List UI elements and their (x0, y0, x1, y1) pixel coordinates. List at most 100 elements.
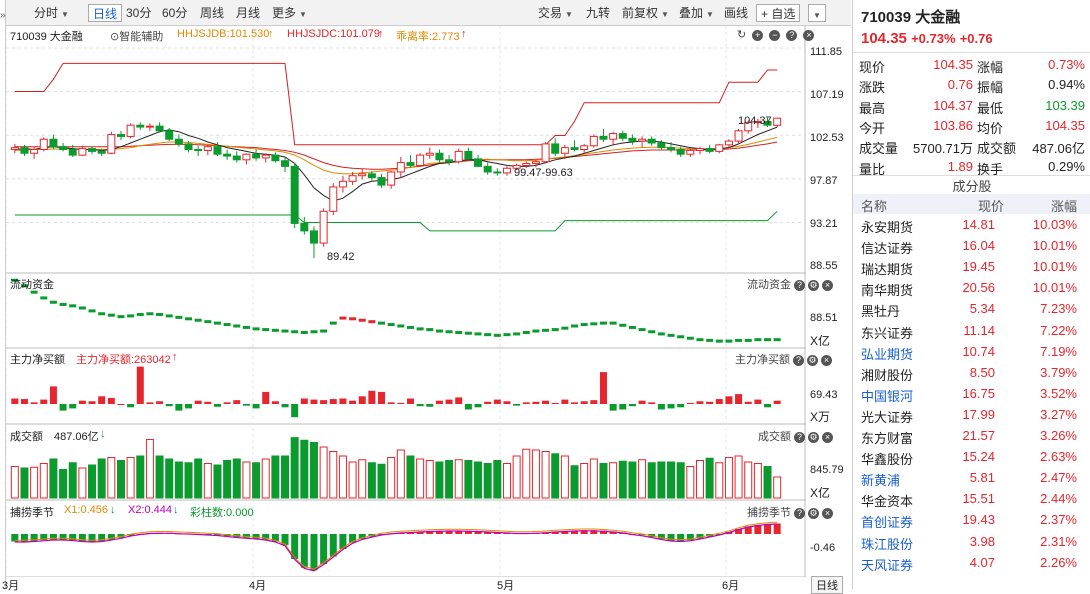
chart-area[interactable] (5, 26, 806, 578)
season-bar (291, 534, 299, 559)
season-bar (455, 530, 463, 534)
toolbar-button[interactable]: 叠加 ▼ (675, 4, 718, 22)
settings-icon[interactable]: ⚙ (808, 508, 819, 519)
stock-name[interactable]: 华鑫股份 (861, 452, 914, 468)
chart-svg[interactable] (5, 26, 806, 578)
stock-name[interactable]: 永安期货 (861, 220, 914, 235)
constituent-row[interactable]: 永安期货 14.81 10.03% (853, 215, 1090, 235)
constituent-row[interactable]: 东兴证券 11.14 7.22% (853, 321, 1090, 341)
constituent-row[interactable]: 首创证券 19.43 2.37% (853, 510, 1090, 530)
left-collapse-bar[interactable]: » (0, 0, 6, 589)
constituent-row[interactable]: 光大证券 17.99 3.27% (853, 405, 1090, 425)
toolbar-button[interactable]: + 自选 (756, 4, 801, 22)
constituent-row[interactable]: 东方财富 21.57 3.26% (853, 426, 1090, 446)
stock-name[interactable]: 瑞达期货 (861, 262, 914, 278)
flow-mark (242, 325, 250, 329)
stock-name[interactable]: 中国银河 (861, 388, 914, 404)
stock-name[interactable]: 湘财股份 (861, 367, 914, 383)
toolbar-button[interactable]: 更多 ▼ (268, 4, 311, 22)
netbuy-bar (590, 400, 598, 404)
toolbar-button[interactable]: 60分 (158, 4, 191, 22)
stock-name[interactable]: 华金资本 (861, 494, 914, 510)
constituent-row[interactable]: 珠江股份 3.98 2.31% (853, 532, 1090, 552)
candle-body (773, 117, 782, 126)
refresh-icon[interactable]: ↻ (737, 29, 747, 41)
help-icon[interactable]: ? (794, 280, 805, 291)
constituent-row[interactable]: 南华期货 20.56 10.01% (853, 278, 1090, 298)
down-arrow-icon: ↓ (110, 504, 116, 516)
add-icon[interactable]: + (752, 30, 764, 41)
close-icon[interactable]: × (821, 355, 832, 366)
close-icon[interactable]: × (822, 432, 833, 443)
constituent-row[interactable]: 信达证券 16.04 10.01% (853, 236, 1090, 256)
constituent-row[interactable]: 瑞达期货 19.45 10.01% (853, 257, 1090, 277)
constituent-row[interactable]: 黑牡丹 5.34 7.23% (853, 299, 1090, 319)
constituent-row[interactable]: 华鑫股份 15.24 2.63% (853, 447, 1090, 467)
close-icon[interactable]: × (803, 30, 815, 41)
constituent-row[interactable]: 天风证券 4.07 2.26% (853, 553, 1090, 573)
constituent-row[interactable]: 湘财股份 8.50 3.79% (853, 363, 1090, 383)
netbuy-bar (310, 399, 318, 404)
toolbar-button-label: 周线 (200, 6, 225, 20)
constituent-row[interactable]: 华金资本 15.51 2.44% (853, 489, 1090, 509)
candle-body (232, 155, 241, 161)
stock-name[interactable]: 光大证券 (861, 409, 914, 425)
season-bar (445, 530, 453, 534)
constituent-row[interactable]: 中国银河 16.75 3.52% (853, 384, 1090, 404)
stock-name[interactable]: 珠江股份 (861, 536, 914, 552)
settings-icon[interactable]: ⚙ (807, 355, 818, 366)
candle-body (493, 171, 502, 174)
close-icon[interactable]: × (822, 280, 833, 291)
constituent-row[interactable]: 弘业期货 10.74 7.19% (853, 342, 1090, 362)
stock-name[interactable]: 黑牡丹 (861, 304, 901, 320)
settings-icon[interactable]: ⚙ (808, 280, 819, 291)
netbuy-bar (204, 401, 212, 404)
settings-icon[interactable]: ⚙ (808, 432, 819, 443)
stock-name[interactable]: 东兴证券 (861, 325, 914, 341)
toolbar-button[interactable]: 前复权 ▼ (618, 4, 673, 22)
flow-mark (696, 338, 704, 342)
season-bar (213, 534, 221, 535)
help-icon[interactable]: ? (794, 432, 805, 443)
period-button[interactable]: 日线 (811, 576, 843, 594)
netbuy-bar (320, 400, 328, 404)
stock-name[interactable]: 南华期货 (861, 283, 914, 299)
season-bar (69, 534, 77, 540)
minus-icon[interactable]: − (769, 30, 781, 41)
toolbar-button[interactable]: 交易 ▼ (534, 4, 577, 22)
help-icon[interactable]: ? (793, 355, 804, 366)
candle-body (763, 120, 772, 126)
flow-mark (213, 321, 221, 325)
stock-name[interactable]: 东方财富 (861, 431, 914, 446)
candle-body (68, 149, 77, 156)
favorite-dropdown[interactable]: ▼ (808, 4, 826, 22)
constituent-row[interactable]: 新黄浦 5.81 2.47% (853, 468, 1090, 488)
toolbar-button[interactable]: 九转 (582, 4, 614, 22)
netbuy-bar (503, 401, 511, 404)
candle-body (30, 149, 39, 154)
quote-name: 大金融 (915, 9, 961, 26)
col-name[interactable]: 名称 (861, 199, 888, 214)
stock-name[interactable]: 弘业期货 (861, 346, 914, 362)
toolbar-button[interactable]: 月线 (232, 4, 264, 22)
col-price[interactable]: 现价 (978, 199, 1005, 214)
toolbar-button[interactable]: 30分 (122, 4, 155, 22)
toolbar-button[interactable]: 周线 (196, 4, 228, 22)
toolbar-button[interactable]: 画线 (720, 4, 752, 22)
flow-mark (20, 284, 28, 288)
double-chevron-icon[interactable]: » (0, 10, 6, 21)
toolbar-selected-button[interactable]: 日线 (88, 4, 123, 22)
col-pct[interactable]: 涨幅 (1050, 199, 1077, 214)
stock-name[interactable]: 新黄浦 (861, 473, 901, 489)
flow-mark (358, 318, 366, 322)
netbuy-bar (445, 399, 453, 404)
close-icon[interactable]: × (822, 508, 833, 519)
stock-name[interactable]: 天风证券 (861, 557, 914, 573)
stock-price: 19.43 (962, 512, 995, 528)
stock-name[interactable]: 信达证券 (861, 241, 914, 257)
help-icon[interactable]: ? (786, 30, 798, 41)
toolbar-button[interactable]: 分时 ▼ (30, 4, 73, 22)
help-icon[interactable]: ? (794, 508, 805, 519)
stock-name[interactable]: 首创证券 (861, 515, 914, 531)
smart-assist-toggle[interactable]: ⊙智能辅助 (110, 28, 163, 44)
